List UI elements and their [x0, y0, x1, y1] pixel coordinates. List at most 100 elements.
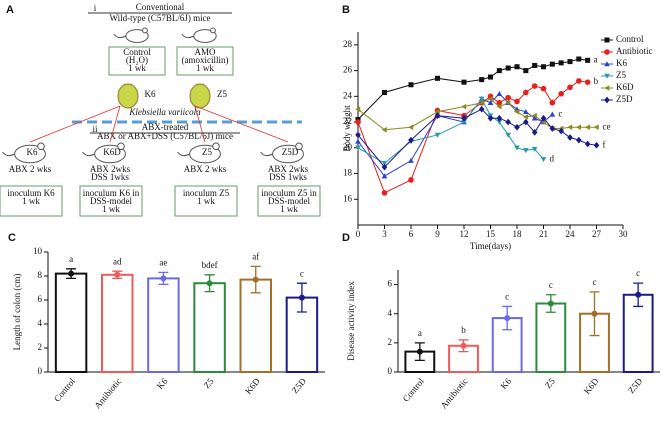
bar: [535, 302, 567, 373]
arrow: [29, 105, 121, 143]
legend-marker: [604, 96, 610, 104]
mouse-text: ABX 2wks: [90, 164, 131, 174]
mean-dot: [504, 315, 511, 322]
group-text: 1 wk: [196, 63, 214, 73]
bacteria-icon: [189, 83, 211, 109]
data-point: [567, 134, 573, 141]
data-point: [434, 112, 441, 119]
data-point: [593, 141, 600, 149]
data-point: [576, 124, 582, 131]
data-point: [505, 99, 511, 106]
data-point: [408, 124, 414, 131]
data-point: [531, 115, 538, 121]
y-tick-label: 0: [38, 366, 43, 376]
end-label: a: [594, 54, 598, 64]
data-point: [479, 77, 485, 83]
legend-label: Control: [616, 34, 644, 44]
data-point: [434, 108, 440, 115]
mean-dot: [160, 275, 167, 282]
data-point: [558, 90, 564, 97]
significance-label: c: [636, 268, 640, 278]
y-axis-label: Length of colon (cm): [12, 274, 22, 351]
mean-dot: [635, 291, 642, 298]
data-point: [523, 118, 529, 126]
mean-dot: [416, 348, 423, 355]
data-point: [381, 89, 388, 95]
data-point: [576, 56, 582, 62]
data-point: [496, 68, 502, 74]
inoculum-text: 1 wk: [280, 204, 298, 214]
y-tick-label: 26: [343, 65, 353, 75]
y-tick-label: 22: [343, 116, 352, 126]
data-point: [487, 96, 493, 102]
end-label: ce: [603, 121, 611, 131]
inoculum-text: DSS-model: [90, 196, 133, 206]
strain-label: K6: [145, 89, 156, 99]
inoculum-text: 1 wk: [22, 196, 40, 206]
end-label: c: [558, 108, 562, 118]
mouse-tail: [181, 33, 195, 39]
data-point: [567, 84, 573, 91]
arrow: [194, 105, 206, 143]
data-point: [523, 108, 529, 115]
mouse-text: ABX 2 wks: [184, 164, 227, 174]
mouse-label: Z5: [202, 147, 212, 157]
section-marker: ii: [92, 124, 98, 134]
legend-marker: [604, 37, 610, 43]
data-point: [461, 114, 467, 122]
series-line: [357, 93, 553, 177]
mouse-tail: [82, 151, 95, 157]
x-tick-label: Antibiotic: [438, 376, 469, 410]
panel-label: B: [342, 4, 350, 16]
bacteria-icon: [117, 83, 139, 109]
section-subtitle: Wild-type (C57BL/6J) mice: [109, 13, 210, 23]
data-point: [408, 136, 414, 144]
data-point: [514, 145, 520, 151]
data-point: [487, 99, 494, 106]
mouse-ear: [37, 142, 45, 151]
legend-label: Antibiotic: [616, 46, 653, 56]
mouse-tail: [2, 151, 15, 157]
legend-marker: [604, 49, 610, 55]
legend-label: Z5: [616, 70, 626, 80]
y-tick-label: 0: [388, 366, 393, 376]
data-point: [478, 105, 485, 113]
data-point: [381, 173, 388, 179]
y-tick-label: 4: [388, 308, 393, 318]
mouse-text: ABX 2wks: [268, 164, 309, 174]
data-point: [461, 119, 467, 125]
data-point: [434, 132, 441, 138]
data-point: [514, 108, 520, 115]
data-point: [496, 114, 503, 122]
group-box: [108, 46, 166, 76]
x-tick-label: 0: [356, 229, 361, 239]
inoculum-text: inoculum K6: [7, 188, 55, 198]
panel-label: A: [6, 4, 14, 16]
inoculum-box: [0, 185, 63, 217]
data-point: [531, 112, 537, 119]
end-label: f: [603, 139, 606, 149]
data-point: [532, 62, 538, 68]
mean-dot: [68, 270, 75, 277]
section-marker: i: [94, 3, 97, 13]
inoculum-box: [174, 185, 238, 217]
data-point: [496, 99, 503, 106]
mouse-label: Z5D: [282, 147, 299, 157]
significance-label: af: [252, 251, 259, 261]
mean-dot: [591, 310, 598, 317]
data-point: [496, 119, 503, 125]
section-title: Conventional: [136, 2, 185, 12]
y-tick-label: 6: [38, 294, 43, 304]
significance-label: c: [593, 277, 597, 287]
x-tick-label: K6: [499, 376, 514, 391]
data-point: [540, 85, 547, 92]
y-tick-label: 28: [343, 39, 353, 49]
data-point: [355, 145, 361, 151]
legend-marker: [604, 73, 610, 79]
significance-label: c: [505, 291, 509, 301]
x-tick-label: K6D: [582, 376, 601, 396]
significance-label: c: [300, 268, 304, 278]
arrow: [109, 105, 121, 143]
data-point: [531, 83, 538, 89]
